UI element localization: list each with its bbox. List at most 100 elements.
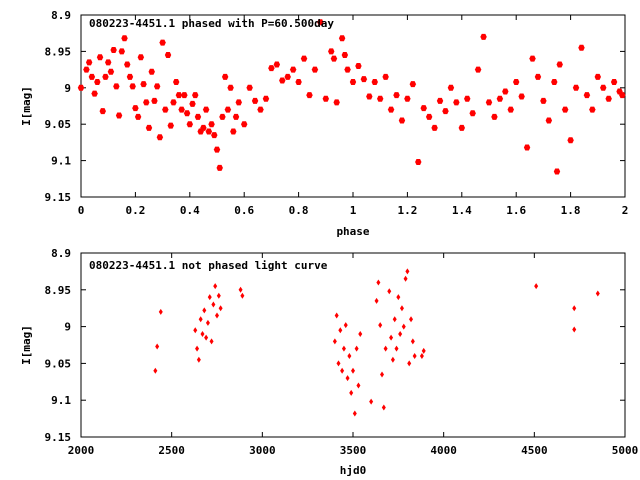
phased-data-point xyxy=(344,66,351,73)
unphased-data-point xyxy=(341,345,346,352)
unphased-data-point xyxy=(405,268,410,275)
phased-data-point xyxy=(578,44,585,51)
phased-x-tick-label: 0.2 xyxy=(125,204,145,217)
unphased-data-point xyxy=(396,294,401,301)
unphased-data-point xyxy=(369,398,374,405)
unphased-data-point xyxy=(352,410,357,417)
phased-x-tick-label: 0.4 xyxy=(180,204,200,217)
unphased-data-point xyxy=(155,343,160,350)
phased-data-point xyxy=(556,61,563,68)
phased-data-point xyxy=(306,92,313,99)
phased-data-point xyxy=(91,90,98,97)
phased-data-point xyxy=(268,65,275,72)
phased-data-point xyxy=(124,61,131,68)
phased-data-point xyxy=(474,66,482,73)
unphased-data-point xyxy=(572,326,577,333)
unphased-data-point xyxy=(351,367,355,374)
unphased-data-point xyxy=(392,316,397,323)
phased-data-point xyxy=(513,78,520,85)
phased-data-point xyxy=(175,92,183,99)
phased-data-point xyxy=(540,97,547,104)
phased-data-point xyxy=(134,113,142,120)
phased-data-point xyxy=(137,54,145,61)
phased-data-point xyxy=(507,106,514,113)
unphased-data-point xyxy=(340,367,345,374)
phased-data-point xyxy=(404,95,411,102)
unphased-y-tick-label: 8.95 xyxy=(45,284,72,297)
phased-data-point xyxy=(126,73,134,80)
phased-data-point xyxy=(431,124,438,131)
phased-data-point xyxy=(502,88,509,95)
unphased-data-point xyxy=(407,360,412,367)
phased-y-axis-label: I[mag] xyxy=(20,86,33,126)
unphased-data-point xyxy=(193,327,198,334)
phased-data-point xyxy=(230,128,237,135)
phased-data-point xyxy=(333,99,340,106)
phased-x-tick-label: 0.6 xyxy=(234,204,254,217)
phased-data-point xyxy=(600,84,607,91)
phased-data-point xyxy=(355,62,362,69)
phased-data-point xyxy=(273,61,281,68)
phased-data-point xyxy=(173,78,180,85)
phased-data-point xyxy=(393,92,400,99)
phased-data-point xyxy=(295,78,302,85)
phased-data-point xyxy=(107,68,115,75)
unphased-data-point xyxy=(390,356,395,363)
phased-data-point xyxy=(387,106,395,113)
phased-data-point xyxy=(605,95,612,102)
phased-y-tick-label: 8.9 xyxy=(51,9,71,22)
unphased-data-point xyxy=(534,283,539,290)
phased-data-point xyxy=(341,52,349,59)
unphased-data-point xyxy=(387,288,392,295)
unphased-data-point xyxy=(398,330,403,337)
phased-data-point xyxy=(453,99,460,106)
unphased-light-curve-panel: hjd0 I[mag] 2000 2500 3000 3500 4000 4500 5000… xyxy=(20,247,638,477)
phased-x-tick-label: 1.8 xyxy=(561,204,581,217)
unphased-data-point xyxy=(213,283,218,290)
phased-data-point xyxy=(83,66,90,73)
phased-data-point xyxy=(300,55,308,62)
phased-data-point xyxy=(132,105,139,112)
unphased-x-tick-label: 4500 xyxy=(521,444,548,457)
unphased-data-point xyxy=(343,322,348,329)
phased-data-point xyxy=(447,84,455,91)
phased-data-point xyxy=(469,110,476,117)
phased-data-point xyxy=(551,78,558,85)
phased-x-tick-label: 1.6 xyxy=(506,204,526,217)
phased-data-point xyxy=(153,83,161,90)
phased-data-point xyxy=(534,73,542,80)
phased-data-point xyxy=(224,106,232,113)
phased-data-point xyxy=(328,48,335,55)
phased-data-point xyxy=(382,73,389,80)
phased-data-point xyxy=(170,99,177,106)
phased-data-point xyxy=(589,106,596,113)
unphased-x-axis-label: hjd0 xyxy=(340,464,367,477)
phased-data-point xyxy=(110,46,117,53)
phased-data-point xyxy=(567,137,574,144)
phased-y-tick-label: 8.95 xyxy=(45,45,72,58)
phased-data-point xyxy=(529,55,536,62)
phased-data-point xyxy=(420,105,427,112)
unphased-data-point xyxy=(209,338,214,345)
phased-data-point xyxy=(409,81,417,88)
phased-data-point xyxy=(289,66,297,73)
phased-data-point xyxy=(279,77,286,84)
unphased-x-tick-label: 2000 xyxy=(68,444,95,457)
phased-data-point xyxy=(442,108,449,115)
phased-x-tick-label: 0.8 xyxy=(289,204,309,217)
unphased-data-point xyxy=(356,382,361,389)
unphased-data-point xyxy=(200,330,205,337)
phased-x-tick-label: 1.4 xyxy=(452,204,472,217)
unphased-y-tick-label: 9.05 xyxy=(45,357,72,370)
unphased-data-point xyxy=(595,290,600,297)
unphased-data-point xyxy=(332,338,337,345)
phased-data-point xyxy=(167,122,174,129)
phased-data-point xyxy=(221,73,229,80)
phased-data-point xyxy=(186,121,193,128)
phased-data-point xyxy=(583,92,591,99)
unphased-data-point xyxy=(334,312,339,319)
unphased-data-point xyxy=(336,360,341,367)
phased-data-point xyxy=(349,78,357,85)
unphased-data-point xyxy=(211,301,216,308)
